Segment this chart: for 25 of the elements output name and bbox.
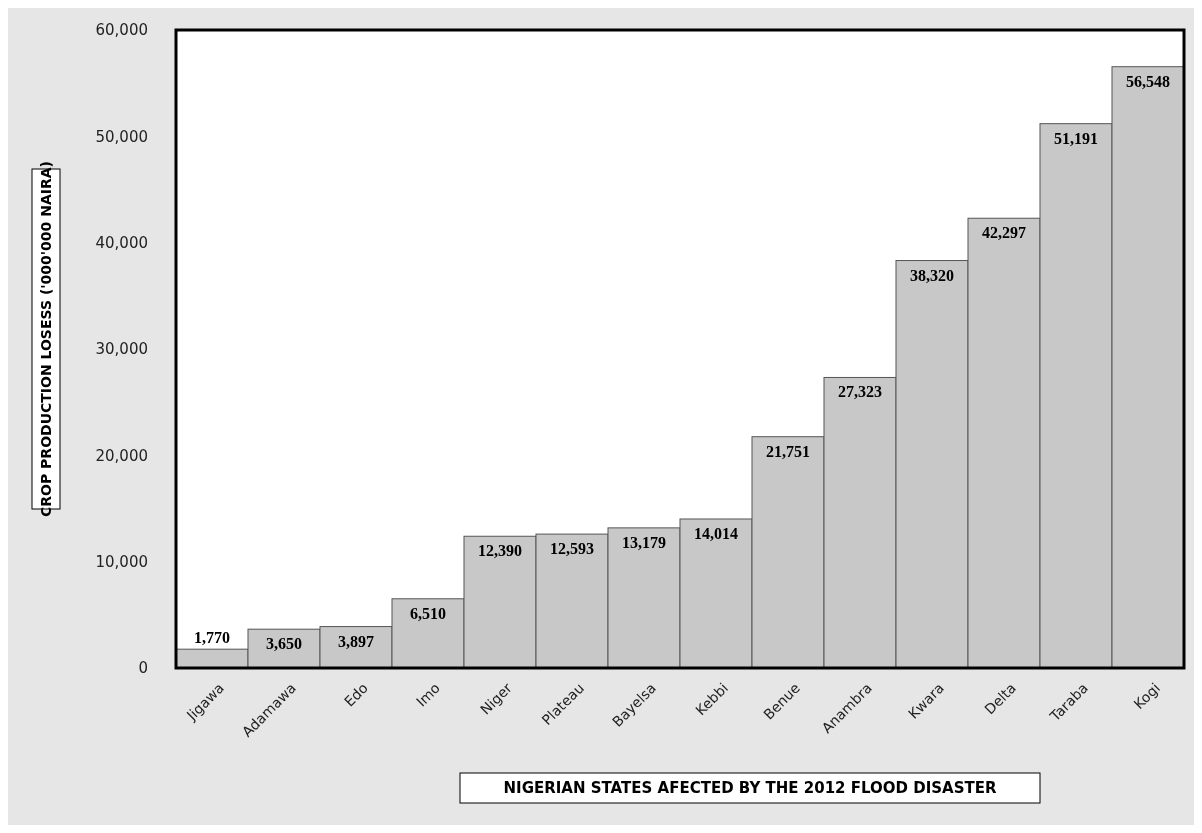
y-tick-label: 40,000 — [95, 233, 148, 252]
x-tick-label: Edo — [341, 679, 372, 710]
y-tick-label: 30,000 — [95, 340, 148, 359]
data-label: 56,548 — [1126, 72, 1170, 90]
data-label: 3,897 — [338, 632, 374, 650]
data-label: 3,650 — [266, 635, 302, 653]
y-axis-title: CROP PRODUCTION LOSESS ('000'000 NAIRA) — [37, 161, 54, 517]
data-label: 27,323 — [838, 383, 882, 401]
data-label: 14,014 — [694, 524, 738, 542]
data-label: 13,179 — [622, 533, 666, 551]
x-tick-label: Imo — [413, 679, 444, 710]
y-tick-label: 0 — [138, 659, 148, 678]
y-tick-label: 50,000 — [95, 127, 148, 146]
data-label: 12,390 — [478, 542, 522, 560]
data-label: 12,593 — [550, 540, 594, 558]
x-axis-title: NIGERIAN STATES AFECTED BY THE 2012 FLOOD DISASTER — [503, 779, 997, 798]
y-tick-label: 20,000 — [95, 446, 148, 465]
data-label: 1,770 — [194, 629, 230, 647]
data-label: 21,751 — [766, 442, 810, 460]
y-tick-label: 10,000 — [95, 552, 148, 571]
data-label: 42,297 — [982, 224, 1026, 242]
data-label: 51,191 — [1054, 129, 1098, 147]
data-label: 6,510 — [410, 604, 446, 622]
y-tick-label: 60,000 — [95, 21, 148, 40]
data-label: 38,320 — [910, 266, 954, 284]
